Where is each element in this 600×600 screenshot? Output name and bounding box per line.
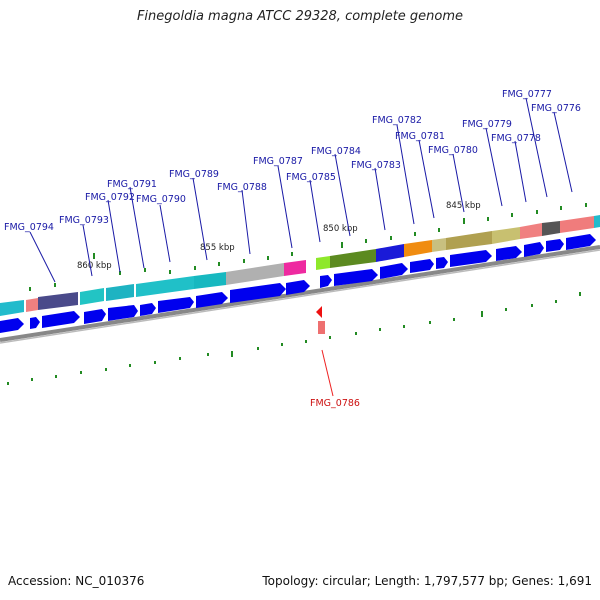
accession-label: Accession: NC_010376 <box>8 574 145 588</box>
gene-label-fmg-0787: FMG_0787 <box>253 156 303 167</box>
gene-label-fmg-0778: FMG_0778 <box>491 133 541 144</box>
highlighted-gene-marker[interactable] <box>316 306 334 397</box>
gene-label-fmg-0792: FMG_0792 <box>85 192 135 203</box>
gene-label-fmg-0784: FMG_0784 <box>311 146 361 157</box>
topology-label: Topology: circular; Length: 1,797,577 bp… <box>262 574 592 588</box>
gc-ticks-upper <box>29 203 587 291</box>
tick-label-855: 855 kbp <box>200 243 235 253</box>
gene-label-fmg-0782: FMG_0782 <box>372 115 422 126</box>
gene-label-fmg-0790: FMG_0790 <box>136 194 186 205</box>
genome-backbone-shadow <box>0 249 600 344</box>
map-title: Finegoldia magna ATCC 29328, complete ge… <box>136 9 464 24</box>
gene-label-fmg-0789: FMG_0789 <box>169 169 219 180</box>
tick-label-860: 860 kbp <box>77 261 112 271</box>
gene-label-fmg-0780: FMG_0780 <box>428 145 478 156</box>
tick-label-850: 850 kbp <box>323 224 358 234</box>
gene-label-fmg-0788: FMG_0788 <box>217 182 267 193</box>
gene-labels: FMG_0794 FMG_0793 FMG_0792 FMG_0791 FMG_… <box>4 89 581 409</box>
gene-label-fmg-0785: FMG_0785 <box>286 172 336 183</box>
gene-label-fmg-0776: FMG_0776 <box>531 103 581 114</box>
gene-label-fmg-0777: FMG_0777 <box>502 89 552 100</box>
gene-label-fmg-0786[interactable]: FMG_0786 <box>310 398 360 409</box>
gene-label-fmg-0779: FMG_0779 <box>462 119 512 130</box>
label-leaders <box>29 97 573 283</box>
gene-label-fmg-0783: FMG_0783 <box>351 160 401 171</box>
gene-label-fmg-0791: FMG_0791 <box>107 179 157 190</box>
genome-backbone <box>0 245 600 342</box>
gene-label-fmg-0781: FMG_0781 <box>395 131 445 142</box>
gene-label-fmg-0794: FMG_0794 <box>4 222 54 233</box>
gene-label-fmg-0793: FMG_0793 <box>59 215 109 226</box>
cds-track <box>0 234 596 333</box>
gc-ticks-lower <box>7 292 581 385</box>
feature-track <box>0 215 600 316</box>
